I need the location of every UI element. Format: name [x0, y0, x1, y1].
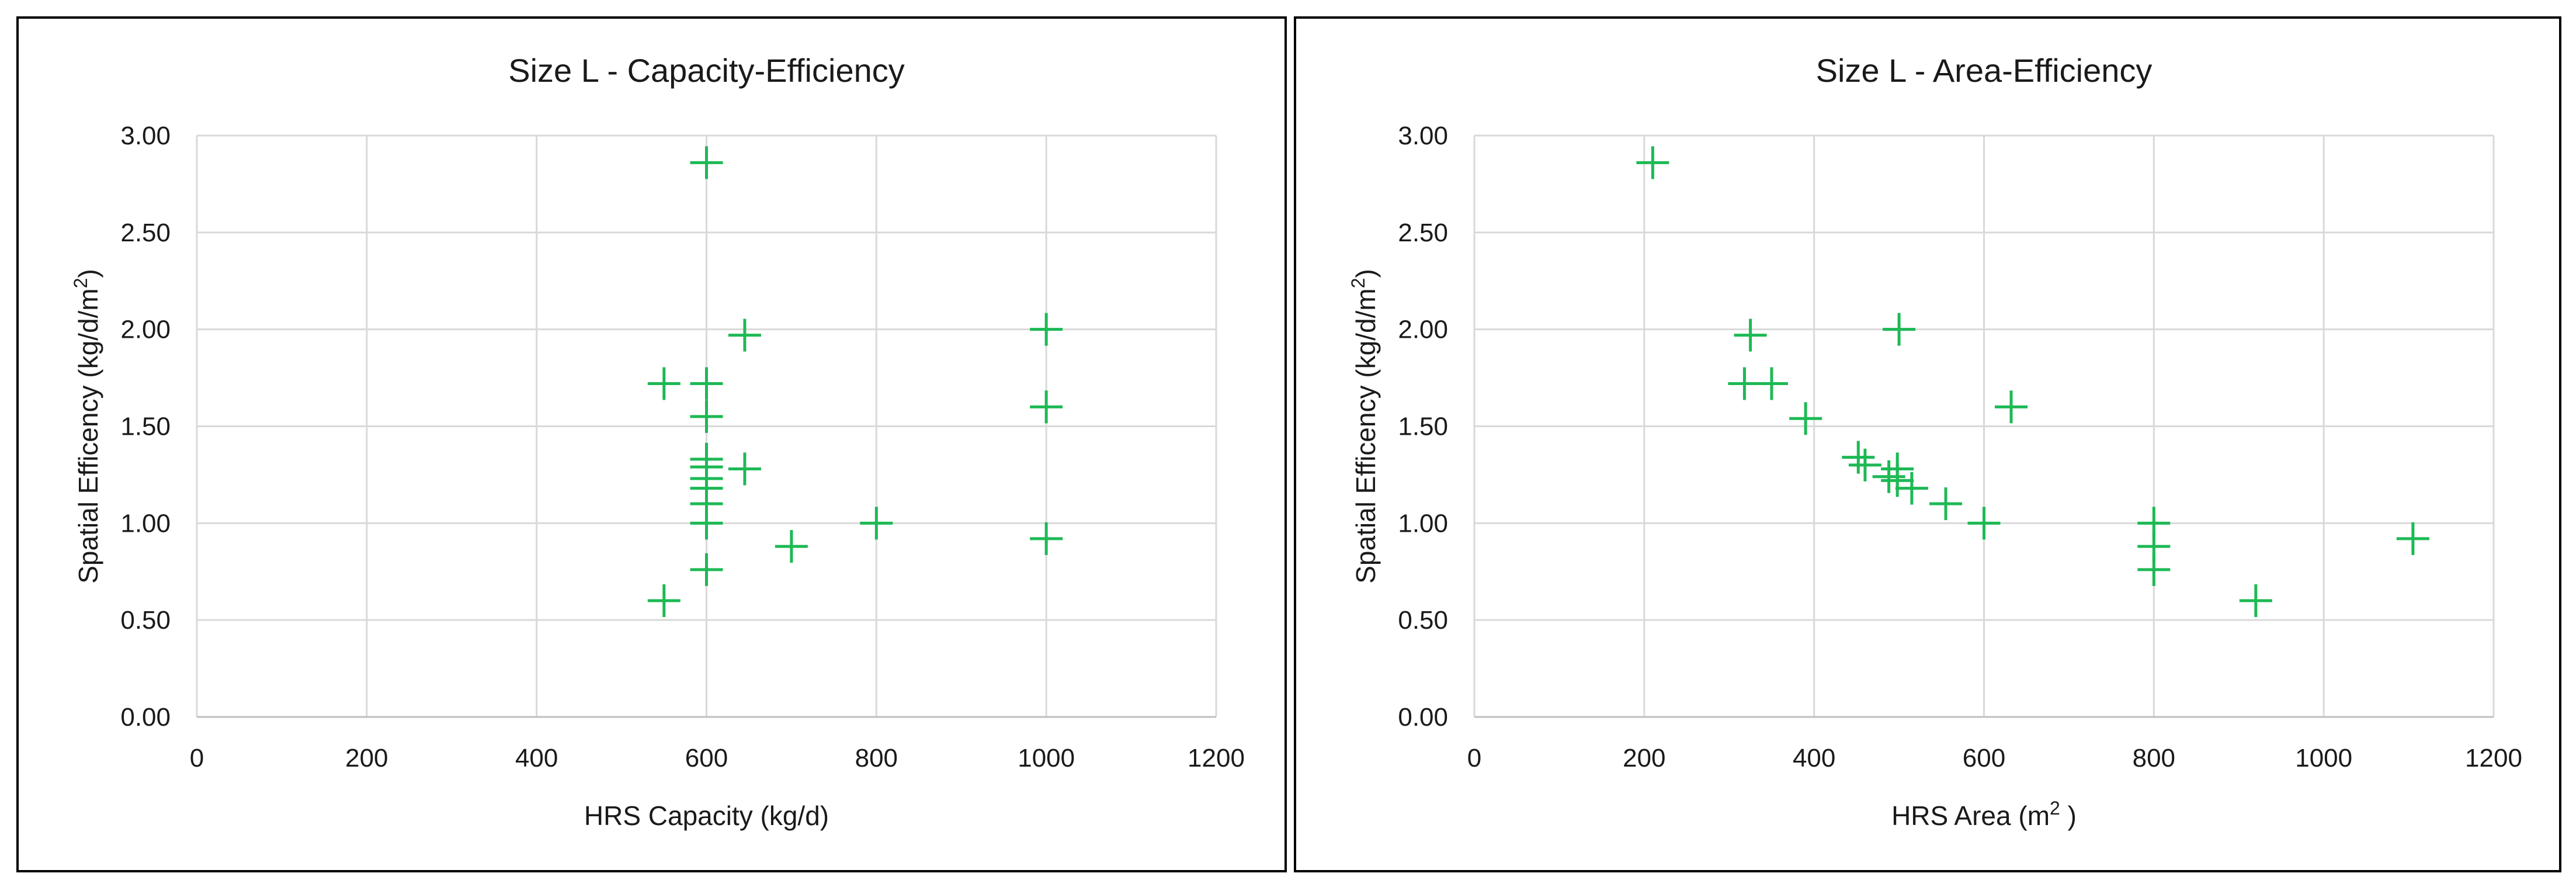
y-axis-title-tail: ): [1351, 269, 1381, 278]
chart-title: Size L - Area-Efficiency: [1816, 52, 2153, 89]
y-tick-label: 2.50: [120, 219, 171, 247]
scatter-series: [647, 146, 1063, 617]
scatter-point: [2396, 522, 2429, 555]
x-tick-label: 800: [2133, 744, 2175, 772]
y-tick-label: 0.00: [1398, 703, 1448, 732]
x-axis-title-text: HRS Area (m: [1891, 801, 2050, 831]
y-tick-label: 1.50: [1398, 413, 1448, 441]
scatter-point: [1789, 402, 1822, 435]
scatter-point: [1636, 146, 1669, 179]
chart-title: Size L - Capacity-Efficiency: [508, 52, 904, 89]
scatter-point: [1895, 472, 1928, 505]
x-axis-title: HRS Capacity (kg/d): [584, 801, 829, 831]
scatter-point: [647, 584, 681, 617]
x-tick-label: 1000: [2295, 744, 2352, 772]
scatter-point: [1872, 460, 1905, 493]
scatter-point: [690, 507, 723, 540]
scatter-point: [1030, 313, 1063, 346]
y-tick-label: 1.50: [120, 413, 171, 441]
y-tick-label: 0.50: [120, 606, 171, 635]
y-tick-label: 2.50: [1398, 219, 1448, 247]
scatter-point: [1842, 441, 1875, 474]
capacity-efficiency-chart: Size L - Capacity-Efficiency 0.00 0.50 1.00…: [70, 52, 1245, 831]
y-tick-label: 3.00: [120, 122, 171, 150]
scatter-point: [1881, 464, 1914, 497]
scatter-point: [1967, 507, 2001, 540]
scatter-point: [690, 553, 723, 586]
chart-panel-area: Size L - Area-Efficiency 0.00 0.50 1.00 1.50…: [1294, 16, 2561, 872]
scatter-point: [1030, 522, 1063, 555]
scatter-point: [728, 452, 761, 486]
grid: [196, 134, 1217, 718]
scatter-point: [690, 367, 723, 400]
scatter-point: [775, 530, 808, 563]
y-tick-label: 2.00: [120, 316, 171, 344]
scatter-point: [2137, 553, 2171, 586]
y-tick-label: 1.00: [120, 509, 171, 538]
scatter-point: [690, 146, 723, 179]
y-tick-label: 0.00: [120, 703, 171, 732]
scatter-point: [1995, 390, 2028, 424]
x-axis-title-superscript: 2: [2050, 798, 2060, 819]
scatter-point: [1929, 487, 1963, 521]
x-tick-label: 800: [855, 744, 898, 772]
y-axis-title: Spatial Efficency (kg/d/m2): [1348, 269, 1381, 584]
x-tick-label: 0: [190, 744, 204, 772]
scatter-series: [1636, 146, 2429, 617]
x-tick-label: 0: [1467, 744, 1481, 772]
grid: [1473, 134, 2495, 718]
scatter-point: [690, 400, 723, 433]
x-tick-label: 200: [345, 744, 388, 772]
x-tick-label: 1000: [1018, 744, 1075, 772]
x-tick-label: 600: [685, 744, 728, 772]
y-tick-label: 3.00: [1398, 122, 1448, 150]
y-axis-title-text: Spatial Efficency (kg/d/m: [1351, 288, 1381, 583]
x-tick-label: 400: [515, 744, 558, 772]
scatter-point: [1030, 390, 1063, 424]
x-axis-title-text: HRS Capacity (kg/d): [584, 801, 829, 831]
y-tick-label: 1.00: [1398, 509, 1448, 538]
y-tick-label: 2.00: [1398, 316, 1448, 344]
x-axis-title: HRS Area (m2 ): [1891, 798, 2077, 831]
scatter-point: [1883, 313, 1916, 346]
y-axis-title-tail: ): [73, 269, 103, 278]
area-efficiency-chart: Size L - Area-Efficiency 0.00 0.50 1.00 1.50…: [1348, 52, 2522, 831]
x-axis-title-tail: ): [2060, 801, 2077, 831]
y-axis-title-text: Spatial Efficency (kg/d/m: [73, 288, 103, 583]
scatter-point: [860, 507, 893, 540]
scatter-point: [1755, 367, 1788, 400]
scatter-point: [1848, 448, 1881, 481]
scatter-point: [647, 367, 681, 400]
x-tick-label: 600: [1963, 744, 2005, 772]
y-axis-title: Spatial Efficency (kg/d/m2): [70, 269, 103, 584]
scatter-point: [728, 318, 761, 352]
y-axis-title-superscript: 2: [70, 278, 91, 289]
y-tick-label: 0.50: [1398, 606, 1448, 635]
scatter-point: [1734, 318, 1767, 352]
scatter-point: [2239, 584, 2272, 617]
chart-panel-capacity: Size L - Capacity-Efficiency 0.00 0.50 1.00…: [16, 16, 1287, 872]
x-tick-label: 1200: [1188, 744, 1245, 772]
x-tick-label: 400: [1793, 744, 1835, 772]
y-axis-title-superscript: 2: [1348, 278, 1369, 289]
x-tick-label: 200: [1623, 744, 1665, 772]
x-tick-label: 1200: [2465, 744, 2522, 772]
